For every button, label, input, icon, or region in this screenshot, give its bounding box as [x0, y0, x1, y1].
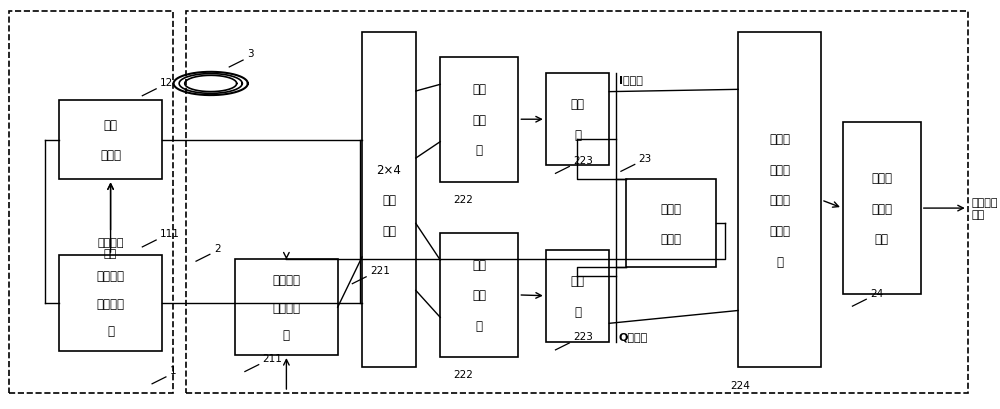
Text: 223: 223 — [573, 155, 593, 165]
Bar — [546, 250, 609, 342]
Text: 器: 器 — [476, 144, 483, 157]
Text: 功分: 功分 — [570, 274, 584, 287]
Text: 器: 器 — [107, 324, 114, 337]
Text: 224: 224 — [731, 380, 751, 390]
Text: 211: 211 — [263, 353, 282, 363]
Text: 功分: 功分 — [570, 98, 584, 111]
Text: 输入射频
信号: 输入射频 信号 — [97, 237, 124, 258]
Bar — [626, 180, 716, 267]
Bar — [843, 123, 921, 294]
Bar — [9, 12, 173, 393]
Text: 高采样: 高采样 — [769, 133, 790, 146]
Bar — [186, 12, 968, 393]
Bar — [59, 256, 162, 351]
Text: 223: 223 — [573, 332, 593, 342]
Text: 2: 2 — [214, 243, 220, 253]
Text: 222: 222 — [454, 194, 474, 204]
Text: 器: 器 — [283, 328, 290, 341]
Text: 221: 221 — [370, 265, 390, 276]
Text: 本振激光: 本振激光 — [272, 301, 300, 314]
Text: 制模块: 制模块 — [660, 233, 681, 246]
Text: 相位: 相位 — [104, 119, 118, 132]
Text: 12: 12 — [160, 78, 173, 88]
Text: 调制器: 调制器 — [100, 149, 121, 162]
Text: 光耦: 光耦 — [382, 194, 396, 207]
Bar — [235, 260, 338, 355]
Text: 数字信: 数字信 — [871, 171, 892, 184]
Bar — [362, 33, 416, 368]
Text: 平衡: 平衡 — [472, 258, 486, 271]
Text: 号处理: 号处理 — [871, 202, 892, 215]
Text: 1: 1 — [170, 365, 176, 375]
Text: I路信号: I路信号 — [619, 75, 643, 85]
Text: 探测: 探测 — [472, 113, 486, 126]
Text: 超窄线宽: 超窄线宽 — [272, 274, 300, 287]
Bar — [59, 101, 162, 180]
Bar — [546, 74, 609, 166]
Text: 222: 222 — [454, 370, 474, 380]
Bar — [738, 33, 821, 368]
Text: 器: 器 — [574, 305, 581, 318]
Text: 字转换: 字转换 — [769, 225, 790, 238]
Text: 器: 器 — [574, 129, 581, 142]
Text: 锁相控: 锁相控 — [660, 202, 681, 215]
Text: Q路信号: Q路信号 — [619, 331, 648, 341]
Text: 器: 器 — [776, 255, 783, 268]
Text: 远端激光: 远端激光 — [97, 297, 125, 310]
Text: 3: 3 — [247, 49, 254, 59]
Bar — [440, 58, 518, 182]
Text: 合器: 合器 — [382, 225, 396, 238]
Text: 模拟数: 模拟数 — [769, 194, 790, 207]
Text: 位数的: 位数的 — [769, 163, 790, 176]
Text: 单元: 单元 — [875, 233, 889, 246]
Bar — [440, 233, 518, 357]
Text: 23: 23 — [639, 153, 652, 163]
Text: 探测: 探测 — [472, 289, 486, 302]
Text: 超窄线宽: 超窄线宽 — [97, 270, 125, 283]
Text: 24: 24 — [870, 288, 883, 298]
Text: 输出射频
信号: 输出射频 信号 — [972, 198, 998, 219]
Text: 2×4: 2×4 — [377, 163, 401, 176]
Text: 平衡: 平衡 — [472, 83, 486, 96]
Text: 器: 器 — [476, 319, 483, 332]
Text: 111: 111 — [160, 229, 180, 239]
